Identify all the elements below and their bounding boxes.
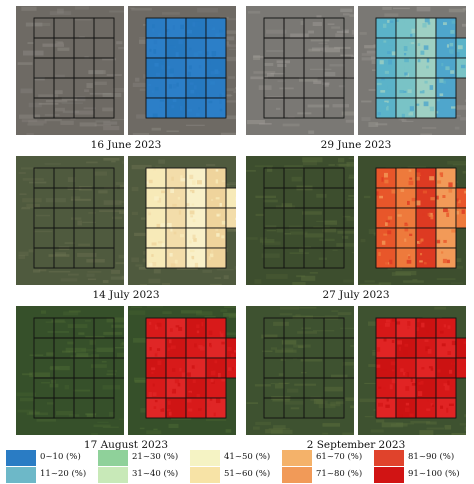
legend-label: 11~20 (%) (40, 469, 87, 479)
legend-swatch (190, 467, 220, 483)
panel-date-label: 16 June 2023 (90, 139, 162, 151)
panel-date-label: 14 July 2023 (92, 289, 160, 301)
legend-label: 21~30 (%) (132, 452, 179, 462)
legend-label: 41~50 (%) (224, 452, 271, 462)
legend-label: 0~10 (%) (40, 452, 81, 462)
legend-label: 31~40 (%) (132, 469, 179, 479)
legend-label: 61~70 (%) (316, 452, 363, 462)
panel-date-label: 2 September 2023 (306, 439, 406, 451)
legend-swatch (6, 450, 36, 466)
aerial-photo-heatmap (358, 6, 466, 135)
legend-swatch (6, 467, 36, 483)
aerial-photo-heatmap (128, 306, 236, 435)
panel-date-label: 17 August 2023 (83, 439, 169, 451)
legend-label: 51~60 (%) (224, 469, 271, 479)
aerial-photo-heatmap (128, 156, 236, 285)
legend-swatch (282, 450, 312, 466)
legend-swatch (374, 467, 404, 483)
aerial-photo-heatmap (128, 6, 236, 135)
aerial-photo-grid (246, 6, 354, 135)
aerial-photo-heatmap (358, 156, 466, 285)
legend-label: 81~90 (%) (408, 452, 455, 462)
legend-label: 71~80 (%) (316, 469, 363, 479)
legend-swatch (282, 467, 312, 483)
panel-date-label: 29 June 2023 (320, 139, 392, 151)
legend-swatch (98, 450, 128, 466)
legend-swatch (374, 450, 404, 466)
panel-date-label: 27 July 2023 (322, 289, 390, 301)
aerial-photo-grid (16, 6, 124, 135)
aerial-photo-grid (246, 156, 354, 285)
legend-swatch (98, 467, 128, 483)
aerial-photo-grid (246, 306, 354, 435)
legend-label: 91~100 (%) (408, 469, 460, 479)
aerial-photo-heatmap (358, 306, 466, 435)
legend-swatch (190, 450, 220, 466)
aerial-photo-grid (16, 306, 124, 435)
aerial-photo-grid (16, 156, 124, 285)
